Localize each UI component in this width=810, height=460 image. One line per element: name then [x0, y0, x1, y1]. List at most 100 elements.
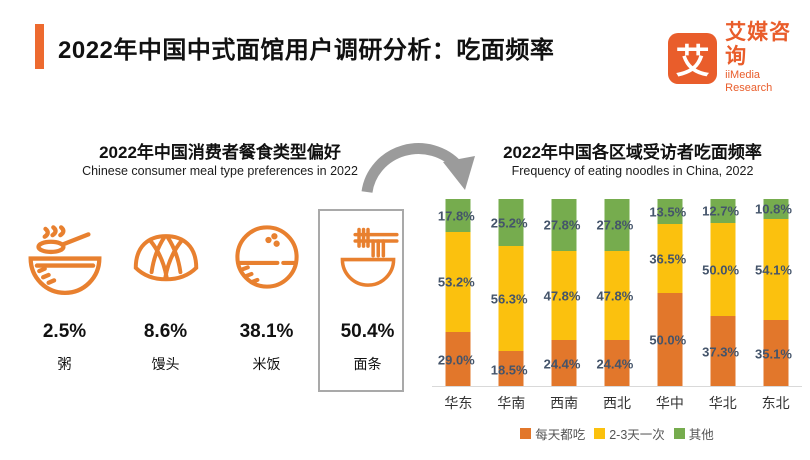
segment-value-label: 25.2% [490, 215, 528, 231]
right-section-subtitle: Frequency of eating noodles in China, 20… [511, 164, 754, 178]
segment-value-label: 47.8% [596, 288, 634, 304]
rice-icon [216, 207, 317, 307]
meal-percent: 8.6% [143, 321, 188, 342]
category-label: 华北 [708, 395, 737, 411]
bar-segment [657, 224, 683, 293]
meal-items-row: 2.5% 粥 8.6% 馒头 [14, 207, 418, 374]
legend-swatch [520, 428, 532, 439]
iimedia-logo-icon: 艾 [668, 32, 718, 84]
segment-value-label: 37.3% [702, 344, 740, 360]
bar-slot: 50.0% 36.5% 13.5% [643, 199, 696, 386]
bar-segment [657, 292, 683, 386]
logo-name-cn: 艾媒咨询 [725, 21, 792, 68]
segment-value-label: 36.5% [649, 251, 687, 267]
segment-value-label: 13.5% [649, 204, 687, 220]
category-label: 西南 [550, 395, 579, 411]
meal-item-porridge: 2.5% 粥 [14, 207, 115, 374]
meal-percent: 50.4% [340, 321, 395, 342]
legend-swatch [594, 428, 606, 439]
meal-label: 粥 [57, 356, 72, 372]
bar-segment [710, 316, 736, 386]
iimedia-logo: 艾 艾媒咨询 iiMedia Research [668, 21, 810, 95]
bar-slot: 37.3% 50.0% 12.7% [696, 199, 749, 386]
bar-segment [604, 340, 630, 386]
bar-slot: 29.0% 53.2% 17.8% [432, 199, 485, 386]
bar-slot: 24.4% 47.8% 27.8% [538, 199, 591, 386]
iimedia-logo-text: 艾媒咨询 iiMedia Research [725, 21, 810, 95]
noodles-icon [317, 207, 418, 307]
meal-label: 馒头 [151, 356, 180, 372]
meal-percent: 38.1% [239, 321, 294, 342]
steamed-bun-icon [115, 207, 216, 307]
segment-value-label: 27.8% [596, 217, 634, 233]
title-accent-bar [35, 24, 44, 69]
meal-label: 米饭 [252, 356, 281, 372]
segment-value-label: 50.0% [649, 332, 687, 348]
left-section-title: 2022年中国消费者餐食类型偏好 [99, 143, 341, 162]
legend-item: 2-3天一次 [594, 424, 665, 443]
stacked-bar [551, 199, 577, 386]
bar-segment [710, 222, 736, 317]
segment-value-label: 50.0% [702, 262, 740, 278]
stacked-bar [710, 199, 736, 386]
segment-value-label: 56.3% [490, 291, 528, 307]
meal-item-bun: 8.6% 馒头 [115, 207, 216, 374]
bar-segment [604, 251, 630, 341]
bar-segment [445, 199, 471, 233]
bar-segment [498, 199, 524, 247]
category-label: 华南 [497, 395, 526, 411]
segment-value-label: 24.4% [543, 356, 581, 372]
legend-label: 其他 [688, 428, 714, 442]
meal-percent: 2.5% [42, 321, 87, 342]
chart-legend: 每天都吃 2-3天一次 其他 [432, 424, 802, 443]
logo-name-en: iiMedia Research [725, 69, 773, 94]
segment-value-label: 10.8% [755, 201, 792, 217]
bar-segment [551, 251, 577, 341]
category-label: 华东 [444, 395, 473, 411]
category-label: 华中 [655, 395, 684, 411]
stacked-bar [604, 199, 630, 386]
bars-row: 29.0% 53.2% 17.8% 18.5% 56.3% 25.2% 24.4% 47.8%… [432, 199, 802, 387]
meal-label: 面条 [353, 356, 382, 372]
bar-segment [763, 219, 789, 321]
stacked-bar-chart: 29.0% 53.2% 17.8% 18.5% 56.3% 25.2% 24.4% 47.8%… [432, 199, 802, 443]
segment-value-label: 24.4% [596, 356, 634, 372]
segment-value-label: 17.8% [437, 208, 475, 224]
porridge-icon [14, 207, 115, 307]
legend-item: 其他 [673, 424, 714, 443]
bar-slot: 35.1% 54.1% 10.8% [749, 199, 802, 386]
segment-value-label: 47.8% [543, 288, 581, 304]
right-section-title: 2022年中国各区域受访者吃面频率 [503, 143, 762, 162]
stacked-bar [763, 199, 789, 386]
segment-value-label: 12.7% [702, 203, 740, 219]
segment-value-label: 29.0% [437, 352, 475, 368]
bar-segment [551, 199, 577, 251]
bar-slot: 18.5% 56.3% 25.2% [485, 199, 538, 386]
legend-swatch [673, 428, 685, 439]
bar-segment [763, 320, 789, 386]
bar-segment [445, 232, 471, 332]
segment-value-label: 53.2% [437, 274, 475, 290]
bar-segment [498, 351, 524, 386]
noodles-highlight-box [318, 209, 404, 392]
segment-value-label: 18.5% [490, 362, 528, 378]
legend-item: 每天都吃 [520, 424, 585, 443]
bar-segment [657, 199, 683, 225]
legend-label: 每天都吃 [535, 428, 586, 442]
bar-segment [498, 246, 524, 352]
bar-segment [763, 199, 789, 220]
bar-segment [551, 340, 577, 386]
category-label: 东北 [761, 395, 790, 411]
legend-label: 2-3天一次 [609, 428, 665, 442]
segment-value-label: 27.8% [543, 217, 581, 233]
bar-segment [445, 331, 471, 386]
stacked-bar [498, 199, 524, 386]
segment-value-label: 54.1% [755, 262, 792, 278]
curved-arrow-icon [361, 143, 475, 193]
bar-segment [604, 199, 630, 251]
stacked-bar [445, 199, 471, 386]
meal-item-rice: 38.1% 米饭 [216, 207, 317, 374]
stacked-bar [657, 199, 683, 386]
category-row: 华东 华南 西南 西北 华中 华北 东北 [432, 387, 802, 413]
